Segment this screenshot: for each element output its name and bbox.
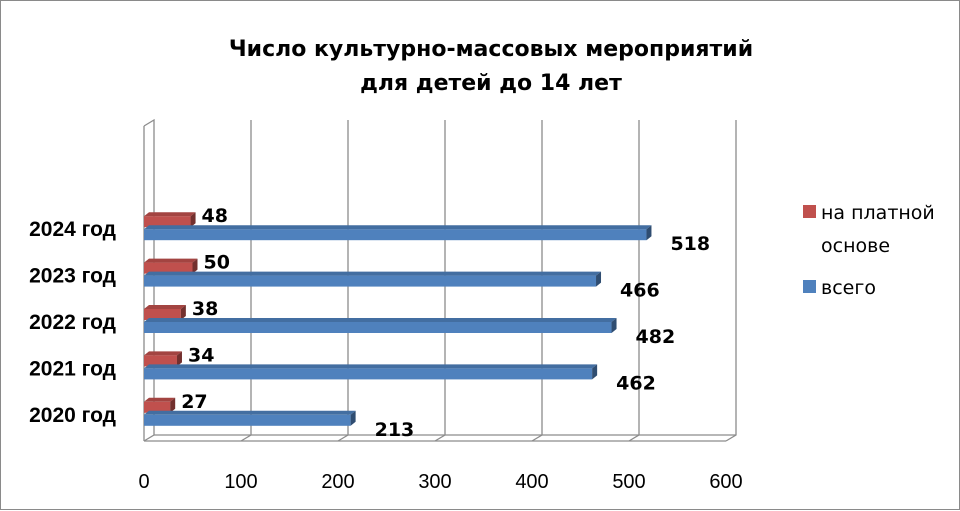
x-tick-label: 400 [515, 471, 548, 493]
bar-paid [144, 355, 177, 367]
x-tick-label: 200 [321, 471, 354, 493]
bar-total [144, 229, 647, 241]
bar-total-top [144, 410, 356, 415]
bar-paid [144, 401, 171, 413]
bar-paid-top [144, 212, 196, 217]
legend-swatch-total [803, 280, 816, 293]
bar-paid-top [144, 397, 176, 402]
data-label-total: 462 [616, 372, 656, 394]
x-tick-label: 0 [138, 471, 149, 493]
bar-paid [144, 262, 193, 274]
bar-paid-side [176, 351, 182, 367]
bar-paid [144, 216, 191, 228]
category-label: 2022 год [29, 311, 116, 334]
bar-total-side [350, 410, 356, 426]
data-label-total: 213 [375, 419, 415, 441]
data-label-paid: 34 [188, 344, 214, 366]
bar-paid-side [190, 212, 196, 228]
data-label-paid: 50 [204, 252, 230, 274]
gridline [725, 120, 737, 442]
bar-total-side [596, 271, 602, 287]
chart-title: Число культурно-массовых мероприятий для… [161, 33, 821, 101]
x-tick-label: 300 [418, 471, 451, 493]
category-label: 2020 год [29, 404, 116, 427]
bar-paid-side [170, 397, 176, 413]
chart-title-line-1: Число культурно-массовых мероприятий [228, 37, 754, 62]
bar-total-top [144, 271, 602, 276]
bar-paid-top [144, 305, 186, 309]
legend-item-total: всего [791, 272, 960, 305]
legend-swatch-paid [803, 205, 816, 218]
bar-total [144, 414, 351, 426]
data-label-paid: 48 [202, 205, 228, 227]
bar-paid-side [180, 305, 186, 320]
bar-paid [144, 309, 181, 320]
bar-total-side [611, 318, 617, 333]
chart-title-line-2: для детей до 14 лет [360, 71, 622, 96]
data-label-total: 466 [620, 280, 660, 302]
category-label: 2024 год [29, 218, 116, 241]
bar-paid-top [144, 351, 182, 356]
x-tick-label: 600 [709, 471, 742, 493]
legend-item-paid: на платной основе [791, 197, 960, 263]
legend: на платной основе всего [791, 197, 960, 305]
data-label-paid: 27 [181, 391, 207, 413]
bar-paid-top [144, 258, 198, 263]
x-tick-label: 100 [224, 471, 257, 493]
category-label: 2023 год [29, 265, 116, 288]
x-tick-label: 500 [612, 471, 645, 493]
bar-paid-side [192, 258, 198, 274]
data-label-paid: 38 [192, 298, 218, 320]
bar-total-top [144, 225, 652, 230]
bar-total [144, 275, 597, 287]
legend-label-paid-line-1: на платной [821, 202, 935, 224]
legend-label-total: всего [821, 277, 876, 299]
legend-label-paid-line-2: основе [821, 235, 891, 257]
category-label: 2021 год [29, 357, 116, 380]
bar-total [144, 368, 593, 380]
data-label-total: 518 [670, 233, 710, 255]
bar-total-top [144, 364, 598, 369]
bar-total-side [592, 364, 598, 380]
bar-total-top [144, 318, 617, 322]
bar-total-side [646, 225, 652, 241]
data-label-total: 482 [636, 326, 676, 348]
bar-total [144, 322, 612, 333]
